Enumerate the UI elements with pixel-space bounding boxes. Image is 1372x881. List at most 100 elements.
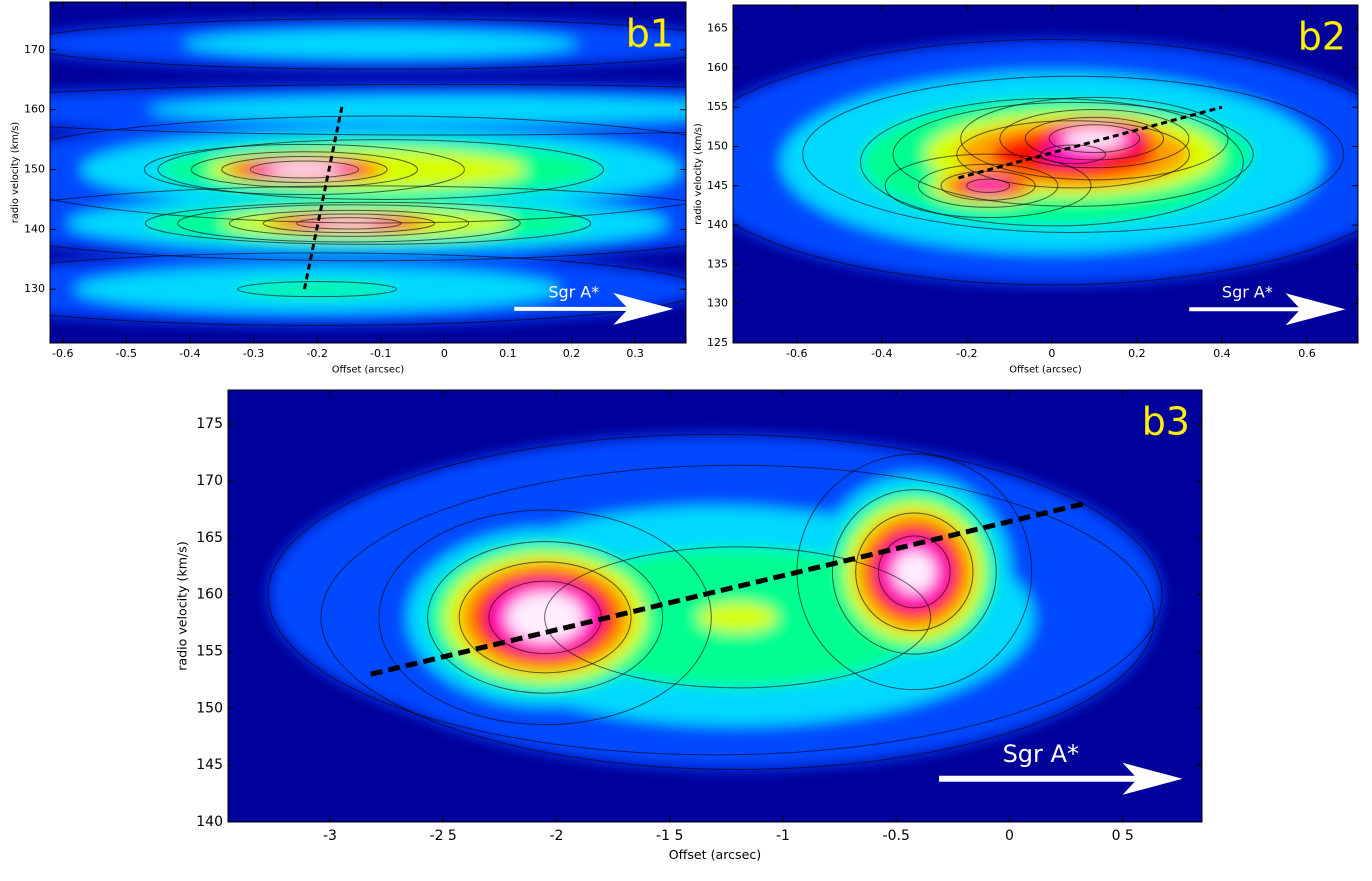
contour [50,83,686,136]
contour [143,143,465,196]
annotation: Sgr A* [1003,740,1079,768]
contour [50,115,686,224]
x-tick-label: 0.2 [563,347,581,360]
arrow-head [1285,293,1346,326]
fit-line [957,105,1223,180]
contour [999,108,1190,169]
x-tick-label: -0.6 [786,347,807,360]
y-tick-label: 165 [707,22,728,35]
contours [267,433,1163,770]
contour [50,18,686,70]
annotation: Sgr A* [548,282,599,301]
emission-level [148,95,686,124]
y-tick-label: 155 [196,643,223,659]
emission-level [237,281,397,297]
fit-line [302,103,345,290]
contours [733,39,1358,286]
contour [50,252,686,326]
plot-area: Sgr A* b1 [50,2,686,343]
emission-level [966,179,1010,193]
frame [732,4,1359,344]
y-tick-label: 140 [24,222,45,235]
y-tick-label: 160 [707,61,728,74]
contour [320,464,1155,770]
x-tick-label: -0.2 [306,347,327,360]
arrow-head [613,292,674,325]
arrow-head [1122,762,1183,795]
y-tick-label: 130 [707,297,728,310]
plot-area: Sgr A* b3 [228,390,1202,822]
emission-level [183,29,578,58]
contour [917,163,1059,208]
contour [221,156,388,183]
y-tick-label: 170 [24,43,45,56]
fit-line [370,501,1085,677]
contour [859,98,1244,227]
contour [733,39,1358,286]
x-tick-label: -1 5 [656,828,683,844]
y-tick-label: 165 [196,530,223,546]
y-tick-label: 125 [707,336,728,349]
x-tick-label: -0.4 [179,347,200,360]
contour [228,209,470,237]
x-axis-label: Offset (arcsec) [332,364,405,375]
y-tick-label: 150 [24,163,45,176]
y-tick-label: 145 [707,179,728,192]
emission-level [1063,129,1126,149]
contour [966,178,1011,193]
x-tick-label: 0.3 [626,347,644,360]
panel: Sgr A* b1 -0.6 -0.5 -0.4 -0.3 -0.2 -0.1 0 0.1 0.2 0… [10,1,687,375]
y-tick-label: 145 [196,757,223,773]
y-tick-label: 140 [196,814,223,830]
contour [960,96,1229,181]
x-axis-label: Offset (arcsec) [669,847,761,862]
contour [1024,116,1165,161]
y-axis-label: radio velocity (km/s) [693,123,704,225]
panel-label: b2 [1298,15,1346,59]
contour [884,153,1092,219]
y-tick-label: 140 [707,218,728,231]
contour [802,75,1344,233]
y-tick-label: 155 [707,100,728,113]
x-tick-label: -0.1 [370,347,391,360]
contour [177,204,521,243]
emission-level [698,603,777,632]
y-tick-label: 150 [196,700,223,716]
contour [458,561,632,674]
x-tick-label: -2 5 [430,828,457,844]
annotation: Sgr A* [1222,283,1273,302]
contour [157,139,604,200]
contour [831,489,997,655]
panel: Sgr A* b2 -0.6 -0.4 -0.2 0 0.2 0.4 0.6 125 130 135 1… [693,4,1359,375]
contour [144,201,592,245]
y-tick-label: 150 [707,139,728,152]
plot-area: Sgr A* b2 [733,5,1358,343]
contours [50,18,686,326]
x-tick-label: -0.6 [52,347,73,360]
contour [237,281,398,298]
contour [267,433,1163,756]
contour [50,185,686,262]
x-tick-label: 0 5 [1112,828,1134,844]
y-tick-label: 130 [24,282,45,295]
contour [190,151,419,188]
y-tick-label: 160 [24,103,45,116]
contour [249,160,360,179]
x-tick-label: 0.4 [1213,347,1231,360]
frame [227,389,1203,823]
x-tick-label: 0.6 [1298,347,1316,360]
contour [855,512,974,632]
contour [262,213,436,234]
x-tick-label: -0.4 [871,347,892,360]
contour [892,101,1254,207]
y-tick-label: 170 [196,473,223,489]
contour [378,509,712,726]
x-tick-label: -0.5 [883,828,910,844]
y-axis-label: radio velocity (km/s) [175,541,190,671]
panel: Sgr A* b3 -3 -2 5 -2 -1 5 -1 -0.5 0 0 5 140 145 150 1… [175,389,1203,862]
contour [427,541,664,694]
contour [544,546,932,689]
x-tick-label: 0.2 [1128,347,1146,360]
contour [296,217,402,230]
